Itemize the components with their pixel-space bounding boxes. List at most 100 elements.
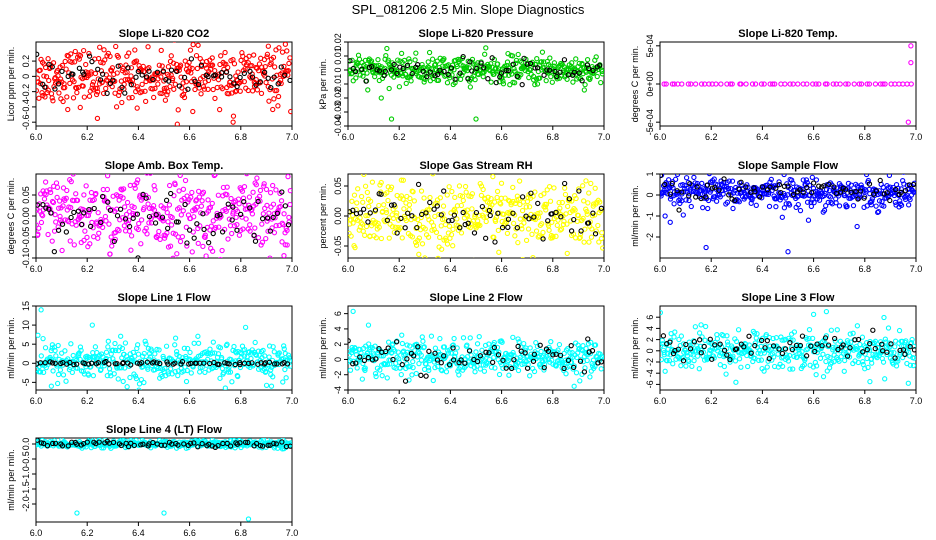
data-point <box>367 198 374 204</box>
data-point <box>360 228 366 234</box>
data-point <box>253 182 259 188</box>
plot-frame <box>347 41 605 127</box>
data-point <box>777 347 783 353</box>
data-point <box>144 364 151 370</box>
y-axis-label: percent per min. <box>318 183 328 248</box>
data-point <box>55 342 61 349</box>
data-point <box>86 50 92 57</box>
data-point <box>104 198 110 204</box>
data-point <box>83 61 89 68</box>
data-point <box>138 241 144 247</box>
data-point <box>667 191 673 197</box>
data-point <box>273 223 279 229</box>
data-point <box>595 222 601 229</box>
data-point <box>286 441 292 447</box>
outlier-point <box>810 311 817 318</box>
data-point <box>866 181 873 187</box>
data-point <box>103 85 109 92</box>
data-point <box>285 174 291 180</box>
data-point <box>90 234 97 240</box>
data-point <box>589 226 595 232</box>
data-point <box>790 180 796 187</box>
data-point <box>462 183 469 190</box>
data-point <box>191 235 197 241</box>
data-point <box>164 230 170 236</box>
data-point <box>741 344 747 350</box>
data-point <box>476 212 483 219</box>
data-point <box>70 174 76 177</box>
data-point <box>434 71 441 78</box>
data-point <box>804 81 810 87</box>
data-point <box>109 65 116 71</box>
data-point <box>564 221 570 227</box>
data-point <box>665 177 672 183</box>
data-point <box>276 350 282 356</box>
data-point <box>577 234 583 241</box>
data-point <box>285 222 292 228</box>
data-point <box>738 81 744 87</box>
data-point <box>882 81 888 87</box>
data-point <box>482 51 488 57</box>
data-point <box>78 347 84 353</box>
data-point <box>227 369 234 375</box>
data-point <box>181 345 188 351</box>
data-point <box>509 71 515 77</box>
data-point <box>185 345 191 352</box>
data-point <box>182 364 188 370</box>
data-point <box>182 177 189 184</box>
data-point <box>99 445 105 451</box>
data-point <box>419 241 426 247</box>
data-point <box>399 361 405 368</box>
data-point <box>685 81 692 87</box>
data-point <box>161 235 168 241</box>
data-point <box>55 224 61 230</box>
data-point <box>484 360 490 367</box>
y-tick-label: -1.5 <box>21 481 31 497</box>
data-point <box>399 340 406 347</box>
data-point <box>199 198 205 204</box>
data-point <box>454 345 460 351</box>
data-point <box>721 347 728 354</box>
data-point <box>376 224 382 230</box>
data-point <box>561 365 567 372</box>
data-point <box>474 65 480 71</box>
data-point <box>230 204 236 210</box>
data-point <box>559 199 565 206</box>
data-point <box>478 192 485 199</box>
data-point <box>867 340 873 347</box>
data-point <box>394 230 400 236</box>
data-point <box>103 358 109 365</box>
data-point <box>897 198 903 204</box>
data-point <box>87 223 94 230</box>
data-point <box>537 210 543 216</box>
data-point <box>382 68 388 74</box>
data-point <box>861 195 867 201</box>
data-point <box>557 69 563 75</box>
data-point <box>776 346 782 352</box>
data-point <box>140 441 146 447</box>
data-point <box>452 350 459 356</box>
data-point <box>450 357 457 363</box>
data-point <box>349 57 355 63</box>
data-point <box>441 344 448 350</box>
data-point <box>201 360 207 366</box>
data-point <box>247 228 253 234</box>
data-point <box>539 221 545 227</box>
data-point <box>598 235 604 242</box>
data-point <box>286 355 292 361</box>
data-point <box>400 65 406 72</box>
outlier-point <box>867 378 873 385</box>
data-point <box>173 219 180 225</box>
data-point <box>726 192 732 198</box>
data-point <box>122 365 128 371</box>
data-point <box>660 357 665 363</box>
data-point <box>892 355 898 361</box>
x-tick-label: 6.2 <box>81 132 94 142</box>
data-point <box>779 337 785 343</box>
data-point <box>428 333 435 339</box>
data-point <box>167 83 173 90</box>
data-point <box>584 208 590 215</box>
points-group <box>660 308 916 386</box>
data-point <box>226 216 233 222</box>
data-point <box>73 222 79 228</box>
